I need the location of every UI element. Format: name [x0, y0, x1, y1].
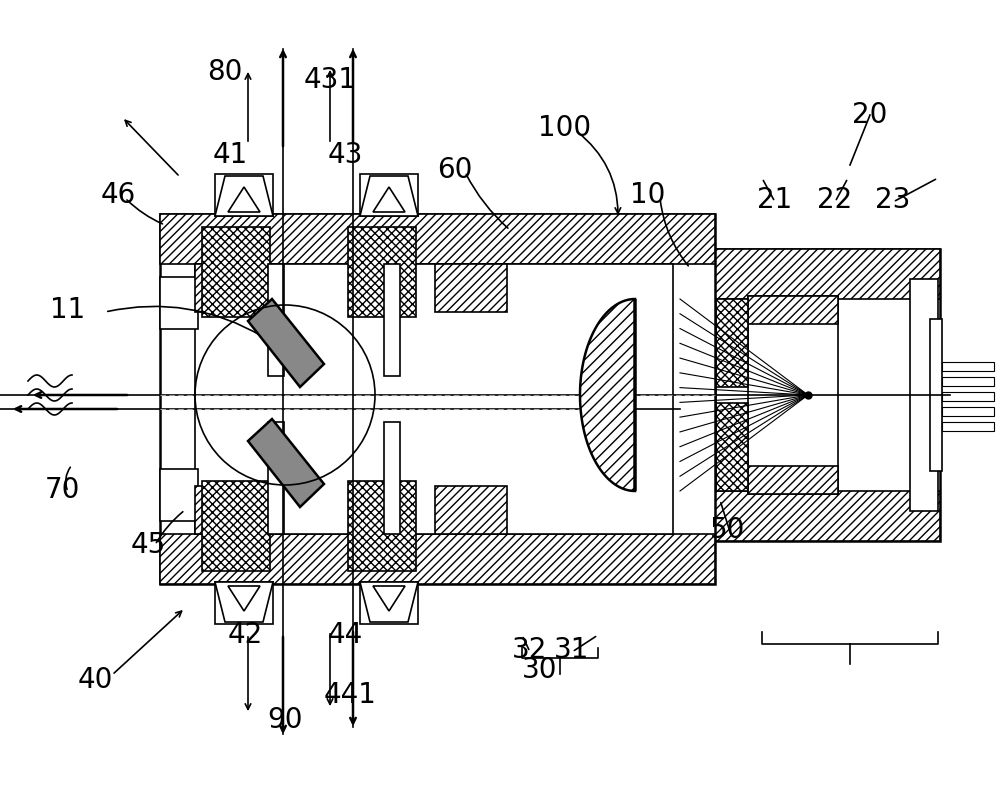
Text: 80: 80 [207, 58, 243, 86]
Bar [348, 481, 416, 571]
Bar [384, 422, 400, 534]
Bar [930, 319, 942, 471]
Text: 23: 23 [875, 186, 911, 214]
Bar [195, 264, 267, 312]
Bar [268, 264, 284, 376]
Text: 46: 46 [100, 181, 136, 209]
Text: 10: 10 [630, 181, 666, 209]
Polygon shape [373, 586, 405, 611]
Text: 100: 100 [538, 114, 592, 142]
Bar [715, 249, 940, 541]
Bar [160, 469, 198, 521]
Polygon shape [360, 582, 418, 622]
Bar [195, 486, 267, 534]
Bar [942, 392, 994, 401]
Bar [748, 296, 838, 324]
Bar [716, 299, 748, 387]
Bar [195, 264, 673, 534]
Bar [160, 214, 715, 264]
Text: 21: 21 [757, 186, 793, 214]
Polygon shape [373, 187, 405, 212]
Text: 70: 70 [44, 476, 80, 504]
Bar [160, 534, 715, 584]
Bar [360, 582, 418, 624]
Bar [942, 377, 994, 386]
Text: 41: 41 [212, 141, 248, 169]
Text: 22: 22 [817, 186, 853, 214]
Bar [348, 227, 416, 317]
Bar [748, 466, 838, 494]
Bar [268, 422, 284, 534]
Text: 20: 20 [852, 101, 888, 129]
Polygon shape [248, 419, 324, 507]
Bar [215, 174, 273, 216]
Bar [942, 422, 994, 431]
Text: 32: 32 [512, 636, 548, 664]
Bar [716, 403, 748, 491]
Text: 31: 31 [554, 636, 590, 664]
Bar [360, 174, 418, 216]
Text: 431: 431 [304, 66, 356, 94]
Bar [160, 214, 715, 584]
Text: 11: 11 [50, 296, 86, 324]
Text: 42: 42 [227, 621, 263, 649]
Bar [435, 486, 507, 534]
Text: 45: 45 [130, 531, 166, 559]
Bar [610, 283, 672, 301]
Text: 60: 60 [437, 156, 473, 184]
Bar [160, 277, 198, 329]
Bar [942, 362, 994, 371]
Bar [202, 481, 270, 571]
Polygon shape [215, 176, 273, 216]
Bar [202, 227, 270, 317]
Polygon shape [248, 299, 324, 387]
Text: 30: 30 [522, 656, 558, 684]
Bar [715, 249, 940, 299]
Text: 40: 40 [77, 666, 113, 694]
Text: 50: 50 [710, 516, 746, 544]
Bar [384, 264, 400, 376]
Polygon shape [360, 176, 418, 216]
Bar [215, 582, 273, 624]
Bar [910, 279, 938, 511]
Polygon shape [215, 582, 273, 622]
Text: 90: 90 [267, 706, 303, 734]
Bar [942, 407, 994, 416]
Text: 44: 44 [327, 621, 363, 649]
Bar [435, 264, 507, 312]
Bar [715, 491, 940, 541]
Bar [748, 296, 838, 494]
Bar [610, 488, 672, 506]
Text: 441: 441 [324, 681, 376, 709]
Polygon shape [228, 187, 260, 212]
Polygon shape [228, 586, 260, 611]
Polygon shape [580, 299, 635, 491]
Text: 43: 43 [327, 141, 363, 169]
